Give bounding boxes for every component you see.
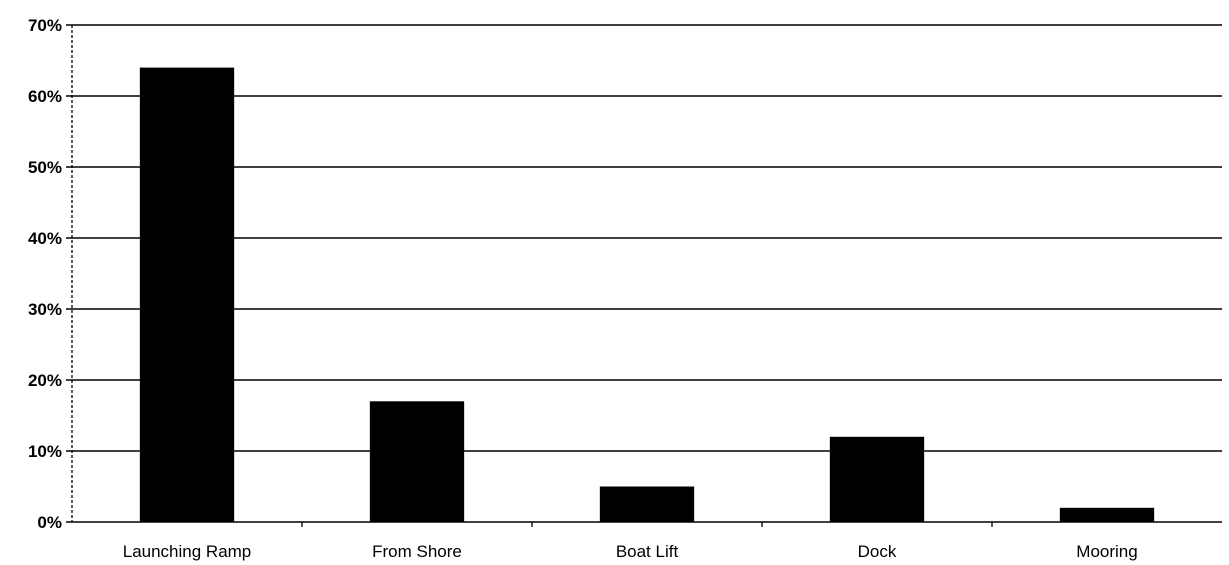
x-tick-label-launching-ramp: Launching Ramp bbox=[123, 542, 252, 561]
bar-launching-ramp bbox=[139, 67, 235, 522]
y-tick-label-70: 70% bbox=[28, 16, 62, 35]
x-tick-label-dock: Dock bbox=[858, 542, 897, 561]
bar-dock bbox=[829, 436, 925, 522]
y-tick-label-50: 50% bbox=[28, 158, 62, 177]
x-tick-label-boat-lift: Boat Lift bbox=[616, 542, 679, 561]
y-tick-label-0: 0% bbox=[37, 513, 62, 532]
x-tick-label-from-shore: From Shore bbox=[372, 542, 462, 561]
axes bbox=[71, 25, 1222, 523]
y-tick-label-20: 20% bbox=[28, 371, 62, 390]
bar-boat-lift bbox=[599, 486, 695, 522]
y-tick-label-40: 40% bbox=[28, 229, 62, 248]
y-tick-label-10: 10% bbox=[28, 442, 62, 461]
gridlines bbox=[72, 24, 1222, 452]
bar-mooring bbox=[1059, 507, 1155, 522]
bar-from-shore bbox=[369, 401, 465, 522]
y-tick-labels: 0% 10% 20% 30% 40% 50% 60% 70% bbox=[28, 16, 72, 532]
y-tick-label-60: 60% bbox=[28, 87, 62, 106]
x-tick-label-mooring: Mooring bbox=[1076, 542, 1137, 561]
bars bbox=[139, 67, 1155, 522]
x-tick-labels: Launching Ramp From Shore Boat Lift Dock Moo… bbox=[123, 522, 1138, 561]
y-tick-label-30: 30% bbox=[28, 300, 62, 319]
